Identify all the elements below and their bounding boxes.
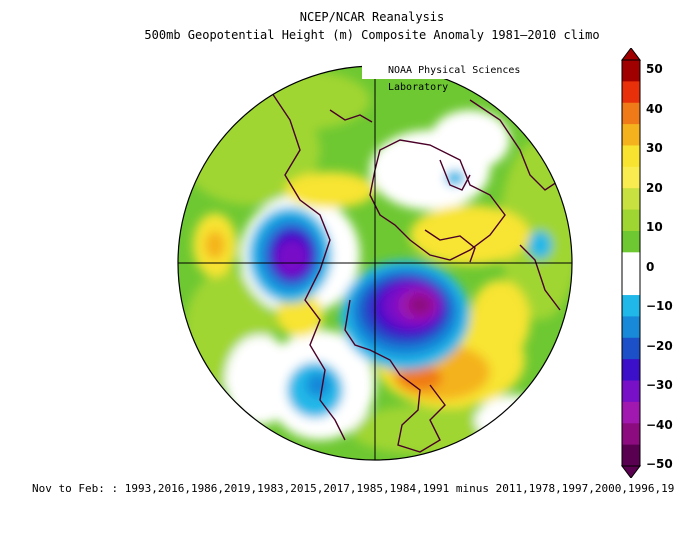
colorbar-segment xyxy=(622,145,640,168)
colorbar-segment xyxy=(622,380,640,403)
colorbar-segment xyxy=(622,295,640,317)
colorbar-segment xyxy=(622,81,640,104)
colorbar-tick-label: −10 xyxy=(646,299,673,313)
colorbar-tick-label: 20 xyxy=(646,180,663,195)
colorbar-max-arrow xyxy=(621,48,641,61)
colorbar xyxy=(621,48,641,478)
colorbar-segment xyxy=(622,252,640,275)
colorbar-tick-label: −50 xyxy=(646,457,673,471)
colorbar-segment xyxy=(622,337,640,360)
colorbar-tick-label: 30 xyxy=(646,141,663,155)
colorbar-segment xyxy=(622,273,640,296)
colorbar-segment xyxy=(622,60,640,82)
colorbar-tick-label: 40 xyxy=(646,101,663,116)
footer-text: Nov to Feb: : 1993,2016,1986,2019,1983,2… xyxy=(32,482,675,495)
colorbar-min-arrow xyxy=(621,465,641,478)
colorbar-segment xyxy=(622,166,640,189)
colorbar-segment xyxy=(622,102,640,125)
colorbar-segment xyxy=(622,188,640,211)
colorbar-tick-label: 0 xyxy=(646,259,655,274)
colorbar-tick-label: −20 xyxy=(646,338,673,353)
title: NCEP/NCAR Reanalysis xyxy=(299,10,445,24)
colorbar-segment xyxy=(622,230,640,253)
coastlines xyxy=(269,89,572,453)
colorbar-segment xyxy=(622,423,640,446)
colorbar-segment xyxy=(622,359,640,382)
colorbar-segment xyxy=(622,401,640,424)
colorbar-tick-label: 10 xyxy=(646,220,663,234)
colorbar-segment xyxy=(622,209,640,232)
credit-label: NOAA Physical Sciences Laboratory xyxy=(362,62,576,93)
colorbar-segment xyxy=(622,316,640,339)
colorbar-tick-label: −40 xyxy=(646,417,673,432)
colorbar-tick-label: 50 xyxy=(646,62,663,76)
colorbar-frame xyxy=(621,59,641,467)
subtitle: 500mb Geopotential Height (m) Composite … xyxy=(144,28,600,42)
colorbar-tick-label: −30 xyxy=(646,378,673,392)
colorbar-segment xyxy=(622,444,640,467)
colorbar-segment xyxy=(622,124,640,146)
